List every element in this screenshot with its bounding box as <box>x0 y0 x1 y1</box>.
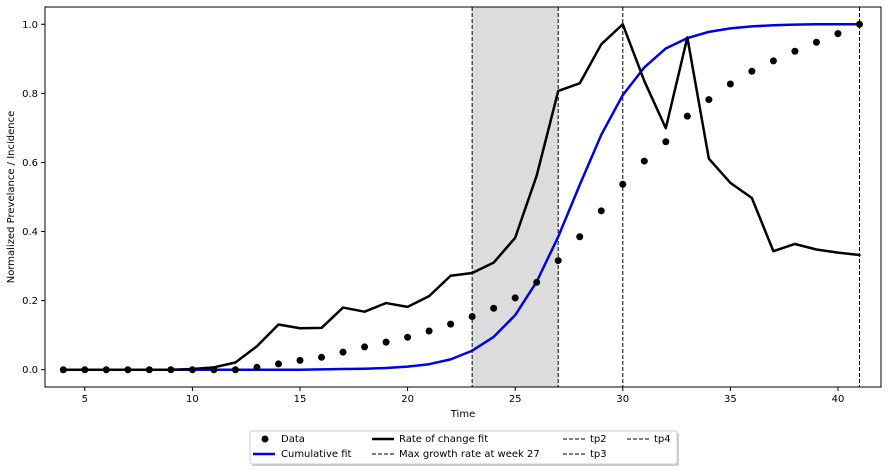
data-point <box>619 180 627 188</box>
data-point <box>210 366 218 374</box>
plot-background <box>45 7 881 387</box>
data-point <box>296 356 304 364</box>
legend-data-label: Data <box>281 434 305 445</box>
data-point <box>447 320 455 328</box>
data-point <box>102 366 110 374</box>
x-tick-label: 10 <box>186 394 199 405</box>
x-tick-label: 25 <box>509 394 522 405</box>
shade-layer <box>472 7 559 387</box>
data-point <box>855 20 863 28</box>
x-tick-label: 5 <box>82 394 88 405</box>
legend-maxgrowth-label: Max growth rate at week 27 <box>399 449 540 460</box>
series-line-3 <box>62 23 861 371</box>
data-point <box>726 80 734 88</box>
y-tick-label: 0.8 <box>22 89 38 100</box>
data-point <box>145 366 153 374</box>
data-point <box>576 233 584 241</box>
y-tick-label: 1.0 <box>22 20 38 31</box>
data-point <box>339 348 347 356</box>
shaded-region <box>472 7 559 387</box>
data-point <box>812 38 820 46</box>
vline-layer <box>471 7 860 387</box>
legend-tp3-label: tp3 <box>590 449 607 460</box>
data-point <box>425 327 433 335</box>
data-point <box>253 363 261 371</box>
data-point <box>468 313 476 321</box>
plot-frame <box>44 6 882 388</box>
legend-cumulative-label: Cumulative fit <box>281 449 352 460</box>
data-point <box>124 366 132 374</box>
data-point <box>769 57 777 65</box>
data-point <box>834 30 842 38</box>
y-axis-label: Normalized Prevelance / Incidence <box>6 111 17 284</box>
data-point <box>231 366 239 374</box>
data-point <box>705 96 713 104</box>
legend-data-marker <box>261 435 269 443</box>
x-tick-label: 30 <box>616 394 629 405</box>
x-axis-label: Time <box>450 409 475 420</box>
y-tick-label: 0.6 <box>22 158 38 169</box>
data-point <box>791 47 799 55</box>
data-point <box>511 294 519 302</box>
data-point <box>188 366 196 374</box>
legend-tp4-label: tp4 <box>654 434 671 445</box>
y-tick-label: 0.0 <box>22 365 38 376</box>
x-tick-label: 35 <box>724 394 737 405</box>
data-point <box>597 207 605 215</box>
data-point <box>490 304 498 312</box>
x-tick-label: 15 <box>294 394 307 405</box>
data-point <box>318 353 326 361</box>
legend-rate-label: Rate of change fit <box>399 434 488 445</box>
data-point <box>404 333 412 341</box>
y-tick-label: 0.2 <box>22 296 38 307</box>
data-point <box>533 278 541 286</box>
x-tick-label: 40 <box>832 394 845 405</box>
data-point <box>167 366 175 374</box>
x-tick-label: 20 <box>401 394 414 405</box>
data-point <box>81 366 89 374</box>
data-point <box>361 343 369 351</box>
data-point <box>662 138 670 146</box>
data-point <box>748 67 756 75</box>
y-tick-label: 0.4 <box>22 227 38 238</box>
legend: Data Cumulative fit Rate of change fit M… <box>249 430 679 466</box>
series-layer <box>59 20 863 374</box>
data-point <box>640 157 648 165</box>
legend-tp2-label: tp2 <box>590 434 607 445</box>
data-point <box>554 257 562 265</box>
data-point <box>59 366 67 374</box>
axes-layer: 5 10 15 20 25 30 35 40 0.0 0.2 0.4 0.6 0.8 1.0 <box>22 6 882 405</box>
data-point <box>683 112 691 120</box>
data-point <box>274 360 282 368</box>
data-point <box>382 338 390 346</box>
